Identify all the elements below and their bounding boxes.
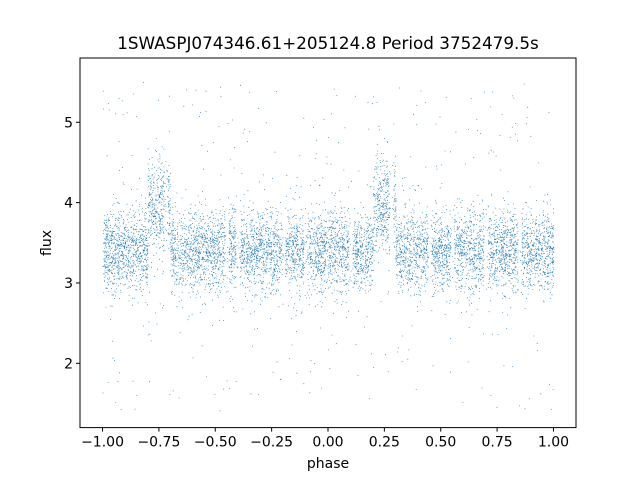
x-tick-label: 0.75 (482, 435, 513, 451)
y-axis-label: flux (39, 230, 55, 256)
x-tick-label: −0.25 (250, 435, 293, 451)
x-tick-label: −1.00 (81, 435, 124, 451)
chart-title: 1SWASPJ074346.61+205124.8 Period 3752479… (117, 33, 539, 53)
x-axis-ticks: −1.00 −0.75 −0.50 −0.25 0.00 0.25 0.50 0.75 1.00 (81, 427, 569, 451)
x-tick-label: 0.50 (425, 435, 456, 451)
x-tick-label: −0.75 (137, 435, 180, 451)
x-tick-label: 0.00 (312, 435, 343, 451)
x-tick-label: 1.00 (538, 435, 569, 451)
y-axis-ticks: 2 3 4 5 (64, 115, 80, 372)
y-tick-label: 4 (64, 196, 73, 212)
y-tick-label: 5 (64, 115, 73, 131)
x-axis-label: phase (307, 456, 349, 472)
scatter-points (102, 82, 555, 412)
data-points (102, 82, 555, 412)
x-tick-label: 0.25 (369, 435, 400, 451)
y-tick-label: 3 (64, 276, 73, 292)
y-tick-label: 2 (64, 356, 73, 372)
x-tick-label: −0.50 (194, 435, 237, 451)
